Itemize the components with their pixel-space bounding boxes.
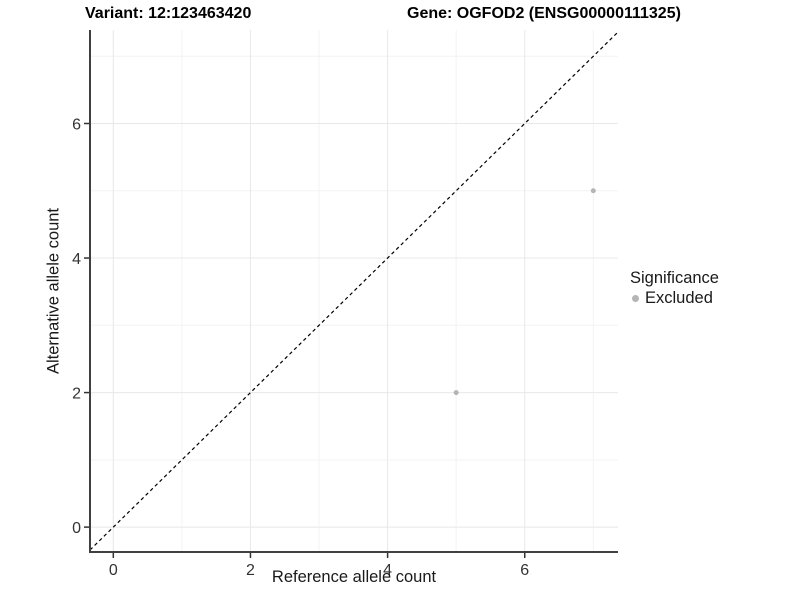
y-tick-label: 6	[72, 117, 81, 134]
identity-dashed-line	[89, 31, 619, 551]
plot-title-gene: Gene: OGFOD2 (ENSG00000111325)	[407, 5, 681, 22]
plot-title-variant: Variant: 12:123463420	[85, 5, 252, 22]
y-tick-label: 2	[72, 386, 81, 403]
data-point	[590, 188, 596, 194]
x-tick-label: 6	[520, 562, 529, 579]
y-axis-label: Alternative allele count	[44, 207, 63, 375]
y-tick-label: 4	[72, 251, 81, 268]
x-tick-label: 2	[246, 562, 255, 579]
legend-entry-excluded: Excluded	[630, 289, 719, 308]
x-tick-label: 4	[383, 562, 392, 579]
excluded-point-icon	[632, 295, 639, 302]
data-point	[453, 390, 459, 396]
y-tick-label: 0	[72, 520, 81, 537]
x-tick-label: 0	[109, 562, 118, 579]
x-axis-label: Reference allele count	[271, 568, 437, 586]
legend: Significance Excluded	[630, 268, 719, 308]
legend-title: Significance	[630, 269, 719, 287]
legend-entry-label: Excluded	[645, 289, 713, 307]
